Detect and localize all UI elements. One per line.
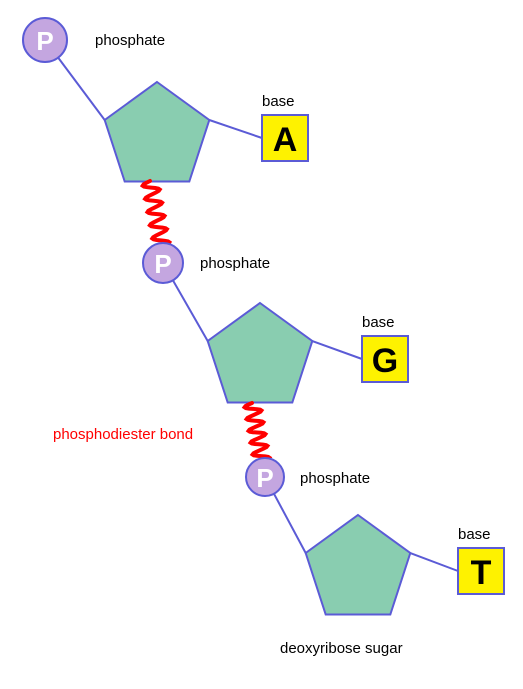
phosphodiester-bond <box>245 403 270 462</box>
label-phosphate: phosphate <box>300 470 370 487</box>
label-base: base <box>362 314 395 331</box>
sugar-base-bond <box>312 341 362 359</box>
phosphate-letter: P <box>36 26 53 56</box>
label-phosphate: phosphate <box>200 255 270 272</box>
base-letter: T <box>471 554 492 592</box>
phosphate-letter: P <box>154 249 171 279</box>
label-base: base <box>262 93 295 110</box>
label-phosphate: phosphate <box>95 32 165 49</box>
label-deoxyribose-sugar: deoxyribose sugar <box>280 640 403 657</box>
base-letter: G <box>372 342 398 380</box>
deoxyribose-sugar <box>208 303 313 403</box>
base-letter: A <box>273 121 298 159</box>
phosphodiester-bond <box>143 181 170 247</box>
label-phosphodiester-bond: phosphodiester bond <box>53 426 193 443</box>
deoxyribose-sugar <box>306 515 411 615</box>
label-base: base <box>458 526 491 543</box>
sugar-base-bond <box>209 120 262 138</box>
deoxyribose-sugar <box>105 82 210 182</box>
phosphate-letter: P <box>256 463 273 493</box>
sugar-base-bond <box>410 553 458 571</box>
